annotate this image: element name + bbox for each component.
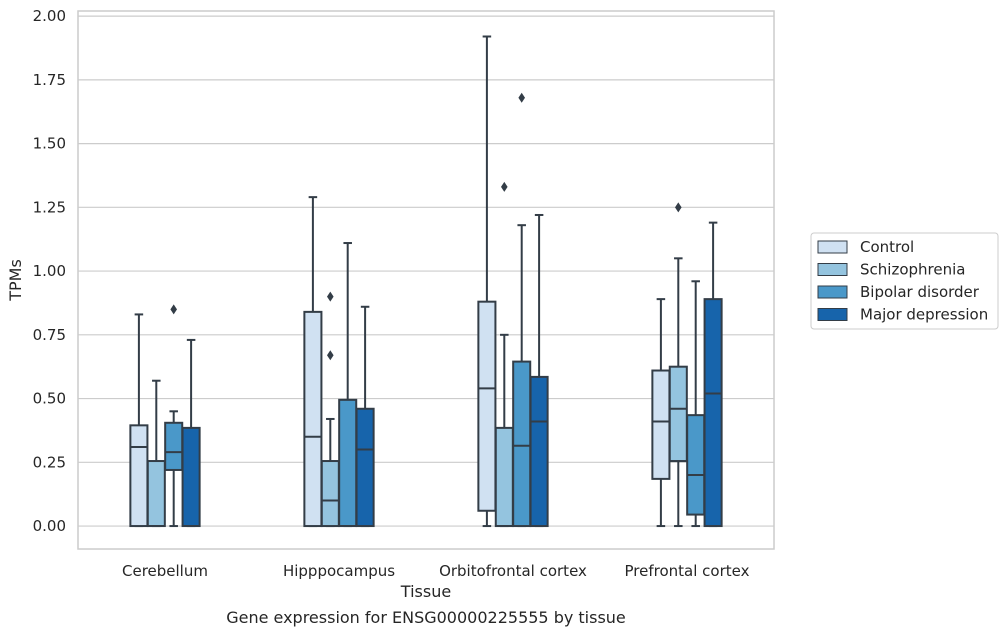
box-major-depression — [181, 338, 201, 528]
box-body — [181, 426, 201, 528]
box-bipolar-disorder — [164, 304, 184, 528]
y-tick-label: 0.75 — [33, 326, 66, 344]
plot-area-frame — [77, 10, 775, 550]
x-tick-label: Cerebellum — [122, 562, 208, 580]
boxes — [129, 35, 723, 528]
box-control — [477, 35, 497, 528]
y-tick-label: 1.25 — [33, 198, 66, 216]
outlier-point — [170, 304, 177, 315]
box-bipolar-disorder — [338, 242, 358, 528]
outlier-point — [327, 291, 334, 302]
box-body — [494, 426, 514, 528]
box-body — [651, 369, 671, 480]
y-tick-label: 1.00 — [33, 262, 66, 280]
box-control — [651, 298, 671, 528]
outlier-point — [501, 181, 508, 192]
y-tick-label: 1.50 — [33, 135, 66, 153]
x-axis-label: Tissue — [400, 582, 451, 601]
legend-label: Major depression — [860, 306, 988, 324]
legend-label: Bipolar disorder — [860, 283, 980, 301]
legend-frame — [810, 232, 999, 330]
box-body — [686, 414, 706, 516]
box-body — [512, 360, 532, 528]
box-body — [164, 421, 184, 471]
box-body — [303, 310, 323, 528]
legend-swatch — [817, 285, 848, 299]
legend-swatch — [817, 240, 848, 254]
x-tick-label: Hipppocampus — [283, 562, 395, 580]
y-tick-label: 0.00 — [33, 517, 66, 535]
box-schizophrenia — [668, 202, 688, 528]
y-tick-label: 0.50 — [33, 390, 66, 408]
outlier-point — [675, 202, 682, 213]
legend: Control Schizophrenia Bipolar disorder Majo… — [810, 232, 999, 330]
box-control — [129, 313, 149, 528]
y-tick-label: 2.00 — [33, 7, 66, 25]
box-body — [668, 365, 688, 463]
box-body — [477, 300, 497, 512]
box-schizophrenia — [146, 379, 166, 528]
box-body — [703, 298, 723, 528]
outlier-point — [327, 350, 334, 361]
box-body — [129, 424, 149, 528]
legend-label: Schizophrenia — [860, 261, 965, 279]
chart-caption: Gene expression for ENSG00000225555 by t… — [226, 608, 626, 627]
box-major-depression — [703, 221, 723, 528]
y-axis-label: TPMs — [6, 259, 25, 302]
box-major-depression — [355, 305, 375, 528]
legend-swatch — [817, 263, 848, 276]
box-body — [146, 460, 166, 528]
box-control — [303, 196, 323, 528]
box-body — [529, 375, 549, 528]
x-tick-label: Prefrontal cortex — [625, 562, 750, 580]
y-tick-labels: 0.00 0.25 0.50 0.75 1.00 1.25 1.50 1.75 2.00 — [33, 7, 66, 535]
box-body — [338, 398, 358, 528]
legend-swatch — [817, 308, 848, 321]
box-body — [320, 460, 340, 528]
box-bipolar-disorder — [512, 92, 532, 528]
box-schizophrenia — [494, 181, 514, 528]
box-schizophrenia — [320, 291, 340, 528]
x-tick-labels: Cerebellum Hipppocampus Orbitofrontal cort… — [122, 562, 750, 580]
x-tick-label: Orbitofrontal cortex — [439, 562, 587, 580]
y-tick-label: 0.25 — [33, 453, 66, 471]
y-tick-label: 1.75 — [33, 71, 66, 89]
legend-label: Control — [860, 238, 914, 256]
box-major-depression — [529, 213, 549, 528]
box-bipolar-disorder — [686, 280, 706, 528]
box-body — [355, 407, 375, 528]
outlier-point — [518, 92, 525, 103]
